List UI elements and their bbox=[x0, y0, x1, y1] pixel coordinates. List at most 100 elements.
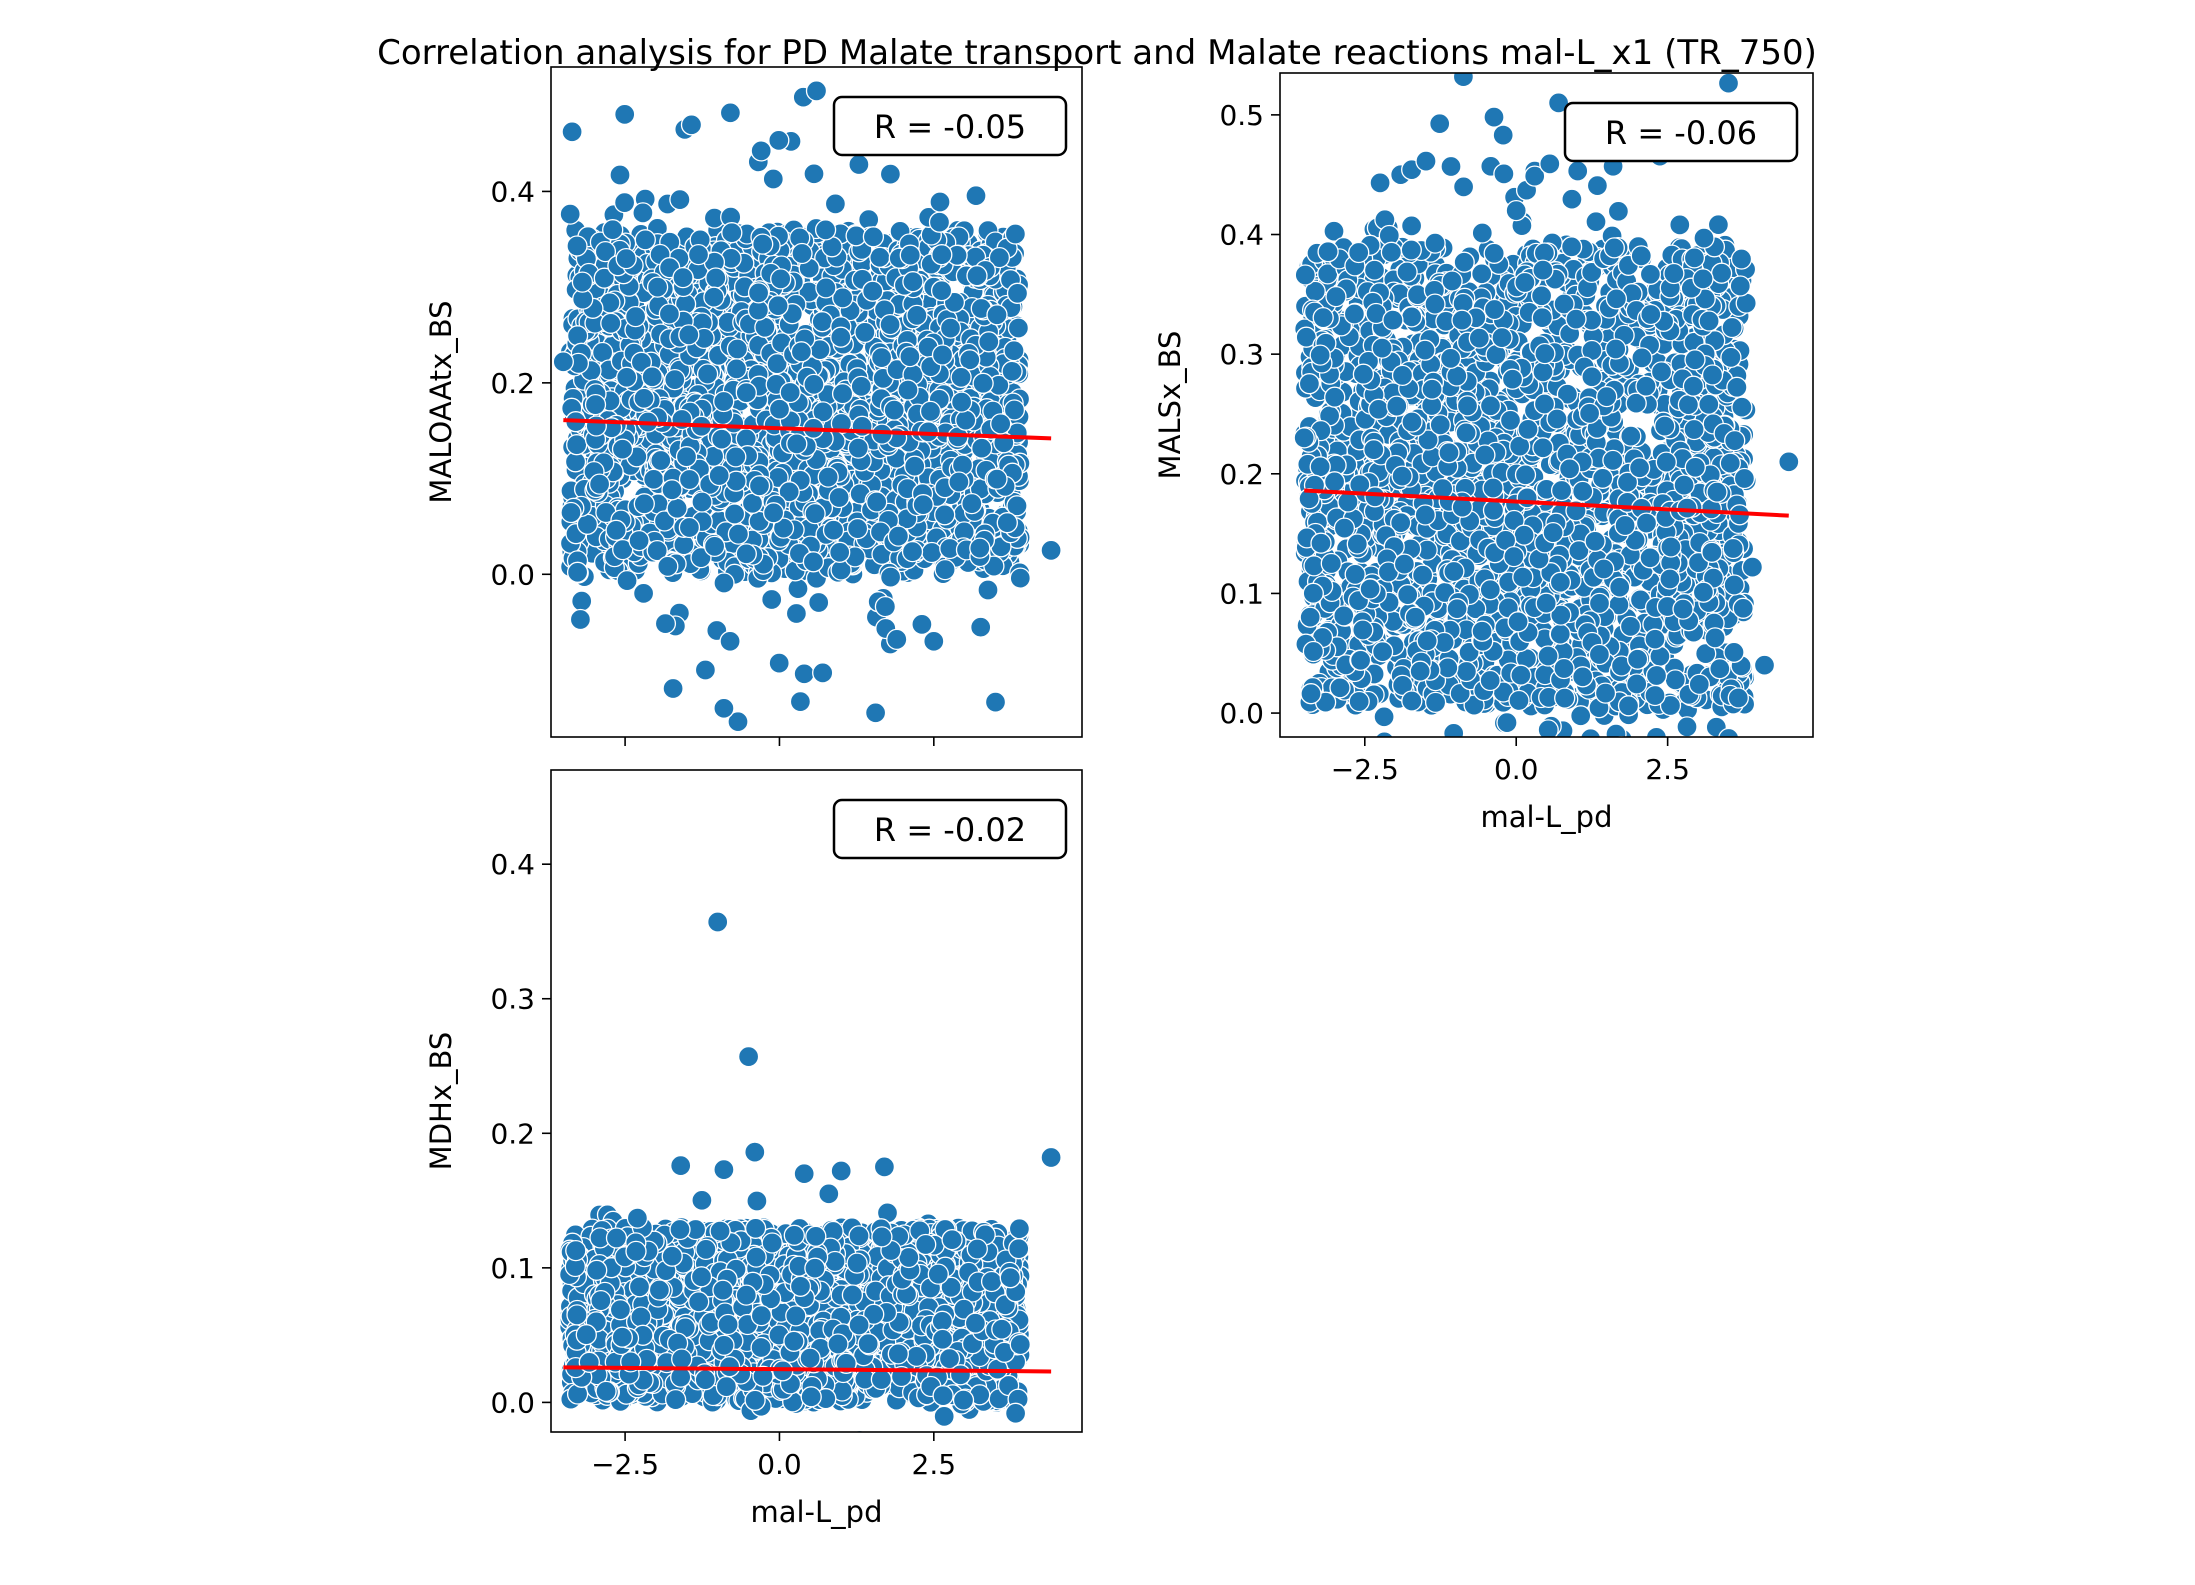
scatter-point bbox=[593, 267, 615, 289]
scatter-point bbox=[609, 164, 631, 186]
scatter-point bbox=[1677, 394, 1700, 416]
scatter-point bbox=[886, 628, 908, 651]
scatter-point bbox=[566, 561, 589, 583]
scatter-point bbox=[854, 321, 876, 344]
scatter-point bbox=[678, 324, 700, 346]
scatter-point bbox=[928, 211, 951, 233]
scatter-point bbox=[657, 555, 679, 578]
scatter-point bbox=[929, 191, 951, 213]
scatter-point bbox=[678, 516, 701, 539]
scatter-point bbox=[862, 226, 885, 248]
scatter-point bbox=[691, 491, 713, 513]
scatter-point bbox=[762, 502, 785, 524]
scatter-point bbox=[866, 491, 888, 513]
scatter-point bbox=[803, 373, 825, 396]
scatter-point bbox=[1673, 474, 1695, 496]
scatter-point bbox=[630, 351, 653, 373]
scatter-point bbox=[1009, 567, 1031, 589]
scatter-point bbox=[762, 168, 784, 190]
scatter-point bbox=[950, 366, 972, 388]
scatter-point bbox=[1570, 705, 1592, 727]
scatter-point bbox=[1424, 232, 1446, 254]
scatter-point bbox=[1396, 261, 1418, 283]
scatter-point bbox=[939, 317, 962, 339]
scatter-point bbox=[726, 338, 749, 360]
y-axis-label: MALOAAtx_BS bbox=[424, 300, 458, 503]
scatter-point bbox=[824, 193, 847, 215]
scatter-point bbox=[687, 243, 710, 266]
scatter-point bbox=[1706, 481, 1728, 503]
scatter-point bbox=[1682, 375, 1705, 397]
scatter-point bbox=[1578, 402, 1601, 425]
scatter-point bbox=[1553, 657, 1575, 680]
scatter-point bbox=[1323, 220, 1345, 242]
scatter-point bbox=[566, 325, 589, 347]
scatter-point bbox=[624, 305, 647, 328]
scatter-point bbox=[986, 304, 1008, 326]
scatter-point bbox=[778, 481, 800, 503]
scatter-point bbox=[719, 630, 741, 652]
scatter-point bbox=[768, 652, 790, 674]
scatter-point bbox=[1325, 285, 1347, 308]
scatter-point bbox=[680, 114, 703, 136]
scatter-point bbox=[616, 569, 638, 592]
scatter-point bbox=[812, 662, 834, 684]
scatter-point bbox=[830, 326, 852, 348]
scatter-point bbox=[1363, 259, 1386, 281]
scatter-point bbox=[848, 153, 870, 176]
scatter-point bbox=[1040, 539, 1062, 562]
scatter-point bbox=[1373, 706, 1395, 728]
scatter-point bbox=[822, 519, 845, 541]
scatter-point bbox=[1344, 563, 1366, 586]
scatter-point bbox=[906, 304, 928, 327]
scatter-point bbox=[1437, 657, 1459, 679]
scatter-point bbox=[1298, 373, 1321, 395]
scatter-point bbox=[750, 140, 772, 162]
scatter-point bbox=[1380, 241, 1403, 263]
scatter-point bbox=[899, 244, 921, 266]
scatter-point bbox=[705, 267, 727, 289]
scatter-point bbox=[1499, 409, 1522, 432]
scatter-point bbox=[1607, 200, 1630, 222]
regression-line bbox=[563, 418, 1052, 441]
scatter-point bbox=[1299, 606, 1321, 628]
scatter-point bbox=[571, 271, 594, 293]
scatter-point bbox=[611, 438, 634, 460]
scatter-point bbox=[672, 266, 694, 289]
scatter-point bbox=[703, 535, 726, 558]
scatter-point bbox=[767, 295, 789, 317]
scatter-point bbox=[566, 434, 588, 456]
scatter-point bbox=[612, 538, 634, 561]
scatter-point bbox=[808, 591, 830, 614]
scatter-point bbox=[931, 244, 953, 266]
scatter-point bbox=[571, 590, 593, 612]
scatter-point bbox=[972, 372, 994, 394]
scatter-point bbox=[566, 235, 588, 257]
scatter-point bbox=[791, 242, 813, 265]
scatter-point bbox=[1684, 456, 1706, 478]
scatter-point bbox=[847, 437, 869, 459]
scatter-point bbox=[1417, 429, 1439, 451]
scatter-point bbox=[850, 375, 872, 398]
scatter-point bbox=[965, 185, 987, 207]
scatter-point bbox=[1620, 425, 1642, 447]
scatter-point bbox=[735, 382, 757, 404]
scatter-point bbox=[829, 541, 851, 563]
scatter-point bbox=[661, 479, 683, 501]
scatter-point bbox=[560, 501, 582, 524]
scatter-point bbox=[899, 345, 921, 368]
scatter-point bbox=[870, 346, 893, 369]
scatter-point bbox=[614, 103, 636, 126]
scatter-point bbox=[984, 691, 1007, 713]
scatter-point bbox=[761, 588, 783, 611]
scatter-point bbox=[912, 494, 934, 516]
scatter-point bbox=[1572, 480, 1594, 503]
scatter-point bbox=[948, 471, 970, 493]
scatter-point bbox=[654, 612, 677, 635]
scatter-point bbox=[793, 663, 815, 685]
scatter-point bbox=[552, 351, 574, 373]
scatter-point bbox=[713, 572, 735, 594]
scatter-point bbox=[675, 446, 698, 468]
